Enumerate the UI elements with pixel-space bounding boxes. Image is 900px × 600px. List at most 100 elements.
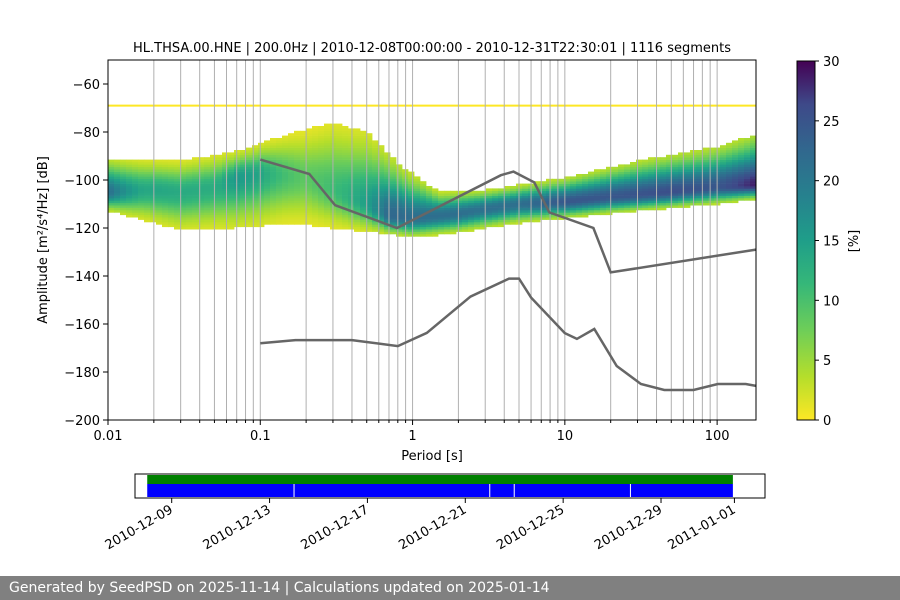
heatmap-cell bbox=[594, 198, 601, 201]
heatmap-cell bbox=[336, 222, 343, 225]
heatmap-cell bbox=[708, 181, 715, 184]
heatmap-cell bbox=[444, 231, 451, 235]
heatmap-cell bbox=[126, 195, 133, 199]
heatmap-cell bbox=[444, 217, 451, 220]
heatmap-cell bbox=[348, 162, 355, 165]
heatmap-cell bbox=[150, 166, 157, 170]
heatmap-cell bbox=[318, 190, 325, 194]
heatmap-cell bbox=[234, 186, 241, 189]
heatmap-cell bbox=[240, 224, 247, 228]
heatmap-cell bbox=[654, 190, 661, 194]
heatmap-cell bbox=[228, 200, 235, 204]
heatmap-cell bbox=[420, 207, 427, 211]
heatmap-cell bbox=[114, 202, 121, 206]
heatmap-cell bbox=[270, 147, 277, 151]
heatmap-cell bbox=[426, 186, 433, 189]
heatmap-cell bbox=[264, 212, 271, 216]
heatmap-cell bbox=[240, 166, 247, 170]
heatmap-cell bbox=[282, 178, 289, 182]
heatmap-cell bbox=[378, 152, 385, 156]
heatmap-cell bbox=[192, 162, 199, 165]
heatmap-cell bbox=[744, 169, 751, 172]
heatmap-cell bbox=[726, 159, 733, 163]
heatmap-cell bbox=[726, 183, 733, 187]
heatmap-cell bbox=[576, 190, 583, 194]
heatmap-cell bbox=[222, 178, 229, 182]
heatmap-cell bbox=[654, 157, 661, 160]
heatmap-cell bbox=[144, 186, 151, 189]
heatmap-cell bbox=[306, 154, 313, 158]
heatmap-cell bbox=[624, 193, 631, 196]
heatmap-cell bbox=[384, 202, 391, 206]
heatmap-cell bbox=[510, 195, 517, 199]
heatmap-cell bbox=[168, 181, 175, 184]
heatmap-cell bbox=[366, 181, 373, 184]
heatmap-cell bbox=[270, 138, 277, 141]
heatmap-cell bbox=[108, 174, 115, 177]
heatmap-cell bbox=[738, 190, 745, 194]
heatmap-cell bbox=[738, 142, 745, 146]
heatmap-cell bbox=[138, 207, 145, 211]
heatmap-cell bbox=[498, 210, 505, 213]
heatmap-cell bbox=[258, 162, 265, 165]
heatmap-cell bbox=[282, 140, 289, 144]
heatmap-cell bbox=[336, 133, 343, 136]
heatmap-cell bbox=[624, 169, 631, 172]
heatmap-cell bbox=[306, 147, 313, 151]
heatmap-cell bbox=[150, 169, 157, 172]
heatmap-cell bbox=[384, 181, 391, 184]
heatmap-cell bbox=[240, 205, 247, 208]
heatmap-cell bbox=[576, 210, 583, 213]
heatmap-cell bbox=[150, 188, 157, 192]
heatmap-cell bbox=[294, 157, 301, 160]
heatmap-cell bbox=[750, 174, 757, 177]
heatmap-cell bbox=[378, 195, 385, 199]
heatmap-cell bbox=[294, 210, 301, 213]
heatmap-cell bbox=[450, 207, 457, 211]
heatmap-cell bbox=[570, 190, 577, 194]
heatmap-cell bbox=[288, 157, 295, 160]
heatmap-cell bbox=[288, 195, 295, 199]
heatmap-cell bbox=[282, 198, 289, 201]
heatmap-cell bbox=[318, 147, 325, 151]
heatmap-cell bbox=[312, 145, 319, 148]
heatmap-cell bbox=[336, 126, 343, 129]
heatmap-cell bbox=[312, 162, 319, 165]
heatmap-cell bbox=[390, 183, 397, 187]
heatmap-cell bbox=[492, 224, 499, 228]
heatmap-cell bbox=[384, 166, 391, 170]
heatmap-cell bbox=[348, 217, 355, 220]
heatmap-cell bbox=[450, 190, 457, 194]
heatmap-cell bbox=[204, 214, 211, 218]
y-tick-label: −60 bbox=[73, 78, 100, 93]
heatmap-cell bbox=[270, 205, 277, 208]
heatmap-cell bbox=[264, 154, 271, 158]
heatmap-cell bbox=[684, 154, 691, 158]
heatmap-cell bbox=[282, 202, 289, 206]
heatmap-cell bbox=[258, 157, 265, 160]
heatmap-cell bbox=[294, 195, 301, 199]
heatmap-cell bbox=[354, 200, 361, 204]
heatmap-cell bbox=[606, 181, 613, 184]
heatmap-cell bbox=[366, 212, 373, 216]
heatmap-cell bbox=[708, 183, 715, 187]
heatmap-cell bbox=[126, 210, 133, 213]
heatmap-cell bbox=[126, 176, 133, 180]
heatmap-cell bbox=[138, 200, 145, 204]
heatmap-cell bbox=[150, 178, 157, 182]
heatmap-cell bbox=[354, 190, 361, 194]
heatmap-cell bbox=[108, 162, 115, 165]
heatmap-cell bbox=[570, 210, 577, 213]
heatmap-cell bbox=[486, 217, 493, 220]
heatmap-cell bbox=[324, 138, 331, 141]
heatmap-cell bbox=[150, 176, 157, 180]
heatmap-cell bbox=[198, 188, 205, 192]
heatmap-cell bbox=[240, 159, 247, 163]
heatmap-cell bbox=[162, 210, 169, 213]
heatmap-cell bbox=[354, 154, 361, 158]
heatmap-cell bbox=[180, 205, 187, 208]
heatmap-cell bbox=[468, 195, 475, 199]
heatmap-cell bbox=[540, 214, 547, 218]
heatmap-cell bbox=[654, 171, 661, 175]
heatmap-cell bbox=[582, 205, 589, 208]
